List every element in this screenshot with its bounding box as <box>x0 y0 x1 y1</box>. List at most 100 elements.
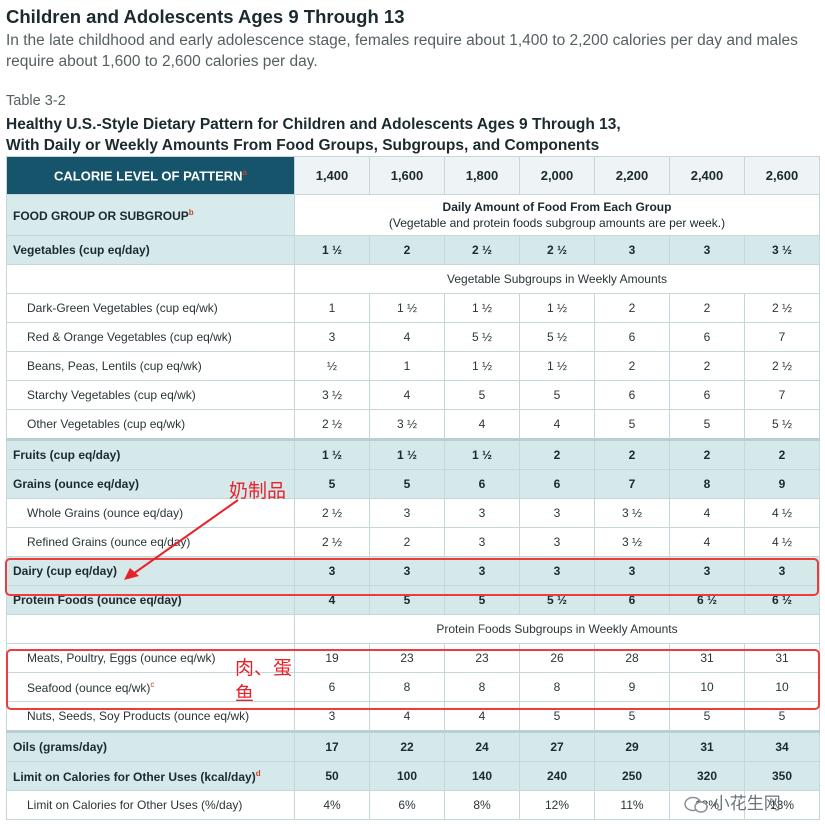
table-cell: 1 ½ <box>444 438 520 470</box>
table-cell: 3 <box>294 322 370 352</box>
table-cell: 3 <box>369 498 445 528</box>
table-caption-line1: Healthy U.S.-Style Dietary Pattern for C… <box>6 116 621 133</box>
table-cell: ½ <box>294 351 370 381</box>
table-cell: 2 <box>594 351 670 381</box>
table-cell: 2 ½ <box>744 293 820 323</box>
table-row: Red & Orange Vegetables (cup eq/wk) 3 4 5 ½… <box>6 322 820 352</box>
subgroup-heading-row: Protein Foods Subgroups in Weekly Amount… <box>6 614 820 644</box>
intro-paragraph: In the late childhood and early adolesce… <box>6 32 798 70</box>
daily-amount-heading: Daily Amount of Food From Each Group (Ve… <box>294 194 820 236</box>
page-title: Children and Adolescents Ages 9 Through … <box>6 6 405 27</box>
table-cell: 4 <box>669 527 745 557</box>
calorie-value: 2,200 <box>594 156 670 195</box>
table-cell: 2 <box>594 293 670 323</box>
table-cell: 4 <box>669 498 745 528</box>
table-cell: 29 <box>594 730 670 762</box>
table-cell: 2 <box>669 351 745 381</box>
table-cell: 2 ½ <box>294 498 370 528</box>
table-cell: 11% <box>594 790 670 820</box>
table-cell: 6 <box>594 322 670 352</box>
table-cell: 4 ½ <box>744 498 820 528</box>
table-cell: 6 <box>669 380 745 410</box>
table-cell: 3 <box>669 556 745 586</box>
row-label: Beans, Peas, Lentils (cup eq/wk) <box>6 351 295 381</box>
table-cell: 3 <box>519 527 595 557</box>
table-cell: 9 <box>594 672 670 702</box>
table-caption: Healthy U.S.-Style Dietary Pattern for C… <box>6 114 621 156</box>
daily-amount-note: (Vegetable and protein foods subgroup am… <box>388 216 726 230</box>
table-cell: 3 ½ <box>369 409 445 440</box>
table-cell: 8 <box>369 672 445 702</box>
subgroup-heading-row: Vegetable Subgroups in Weekly Amounts <box>6 264 820 294</box>
table-cell: 5 ½ <box>519 322 595 352</box>
table-cell: 1 ½ <box>369 438 445 470</box>
table-cell: 5 <box>594 409 670 440</box>
table-cell: 4 <box>444 409 520 440</box>
calorie-header-row: CALORIE LEVEL OF PATTERNa 1,400 1,600 1,… <box>6 156 820 195</box>
table-cell: 1 ½ <box>444 293 520 323</box>
empty-cell <box>6 614 295 644</box>
table-cell: 34 <box>744 730 820 762</box>
table-cell: 26 <box>519 643 595 673</box>
table-row: Limit on Calories for Other Uses (kcal/d… <box>6 761 820 791</box>
table-cell: 2 <box>669 293 745 323</box>
table-cell: 5 <box>369 469 445 499</box>
table-cell: 27 <box>519 730 595 762</box>
table-cell: 320 <box>669 761 745 791</box>
calorie-value: 2,400 <box>669 156 745 195</box>
row-label: Seafood (ounce eq/wk)c <box>6 672 295 702</box>
table-cell: 31 <box>744 643 820 673</box>
row-label: Other Vegetables (cup eq/wk) <box>6 409 295 440</box>
table-cell: 5 <box>444 380 520 410</box>
table-cell: 7 <box>594 469 670 499</box>
meat-seafood-highlight-box <box>6 649 820 710</box>
dairy-annotation: 奶制品 <box>229 481 287 502</box>
table-cell: 2 ½ <box>444 235 520 265</box>
table-cell: 3 <box>594 235 670 265</box>
table-cell: 3 <box>594 556 670 586</box>
table-cell: 4 ½ <box>744 527 820 557</box>
table-cell: 12% <box>519 790 595 820</box>
table-caption-line2: With Daily or Weekly Amounts From Food G… <box>6 137 600 154</box>
row-label: Protein Foods (ounce eq/day) <box>6 585 295 615</box>
table-cell: 17 <box>294 730 370 762</box>
table-cell: 6 <box>594 380 670 410</box>
table-cell: 8 <box>519 672 595 702</box>
table-cell: 5 ½ <box>444 322 520 352</box>
table-cell: 3 <box>369 556 445 586</box>
table-cell: 2 ½ <box>744 351 820 381</box>
table-cell: 4 <box>294 585 370 615</box>
table-row: Oils (grams/day) 17 22 24 27 29 31 34 <box>6 730 820 762</box>
row-label: Dark-Green Vegetables (cup eq/wk) <box>6 293 295 323</box>
table-cell: 350 <box>744 761 820 791</box>
table-cell: 3 <box>519 556 595 586</box>
table-cell: 2 <box>369 527 445 557</box>
table-cell: 10 <box>669 672 745 702</box>
calorie-value: 2,000 <box>519 156 595 195</box>
table-cell: 31 <box>669 730 745 762</box>
table-cell: 5 <box>294 469 370 499</box>
table-cell: 13% <box>744 790 820 820</box>
table-cell: 2 <box>519 438 595 470</box>
table-row: Grains (ounce eq/day) 5 5 6 6 7 8 9 <box>6 469 820 499</box>
watermark: 小花生网 <box>684 789 781 814</box>
table-cell: 1 ½ <box>444 351 520 381</box>
table-cell: 1 <box>294 293 370 323</box>
table-cell: 1 ½ <box>369 293 445 323</box>
table-cell: 3 <box>444 498 520 528</box>
row-label: Limit on Calories for Other Uses (%/day) <box>6 790 295 820</box>
table-row: Meats, Poultry, Eggs (ounce eq/wk) 19 23 23… <box>6 643 820 673</box>
row-label: Limit on Calories for Other Uses (kcal/d… <box>6 761 295 791</box>
subgroup-heading: Protein Foods Subgroups in Weekly Amount… <box>294 614 820 644</box>
table-cell: 1 ½ <box>519 351 595 381</box>
table-cell: 2 <box>744 438 820 470</box>
meat-annotation: 肉、蛋鱼 <box>235 658 293 705</box>
table-cell: 5 <box>369 585 445 615</box>
table-cell: 2 <box>669 438 745 470</box>
table-cell: 9 <box>744 469 820 499</box>
